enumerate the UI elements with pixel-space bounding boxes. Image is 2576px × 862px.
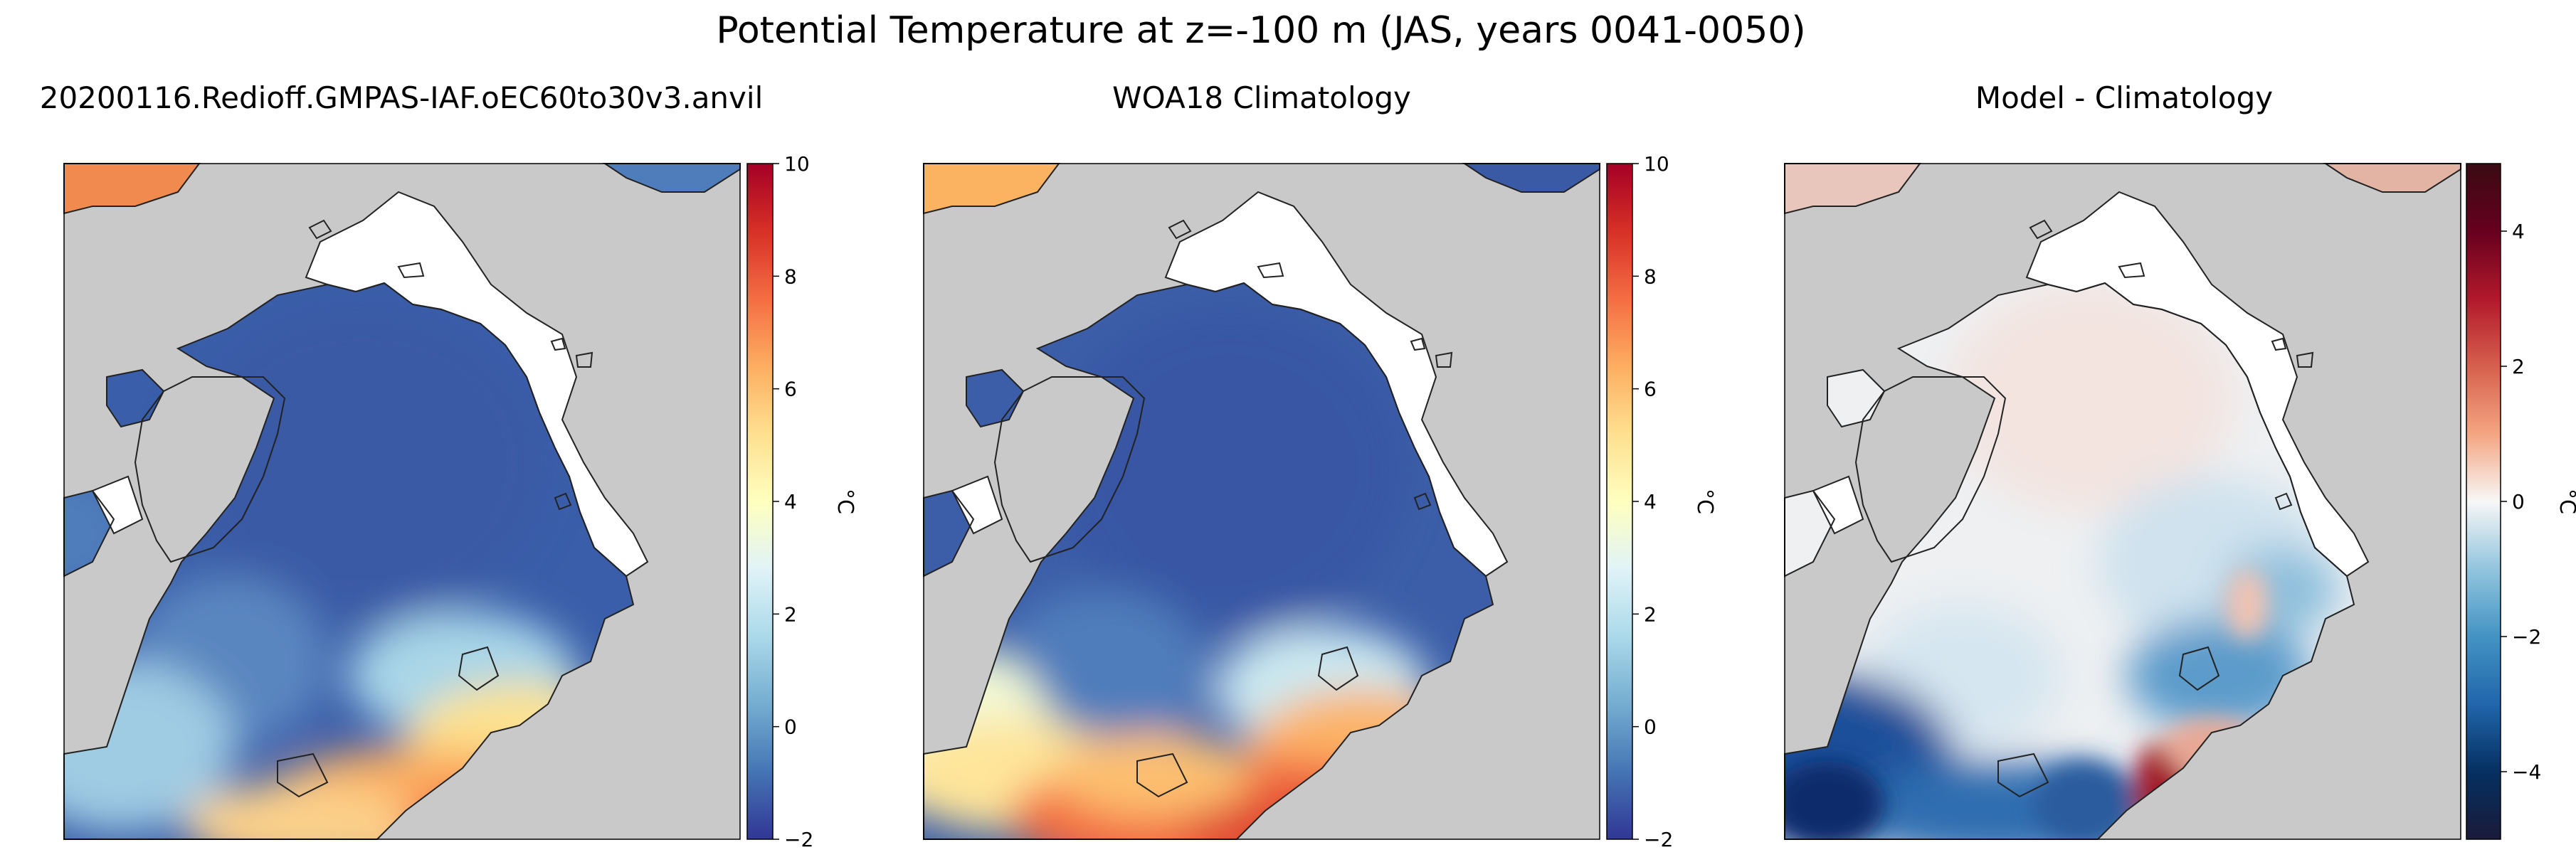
colorbar-1-bar (746, 163, 774, 840)
colorbar-3-bar (2466, 163, 2501, 840)
map-frame-2 (923, 163, 1600, 840)
colorbar-2-tick-label: −2 (1644, 828, 1673, 851)
colorbar-3: −4 −2 0 2 4 °C (2466, 163, 2576, 840)
colorbar-1-ticks: −2 0 2 4 6 8 10 (773, 152, 813, 851)
colorbar-1-tick-label: 0 (784, 715, 797, 739)
colorbar-1-label: °C (833, 489, 857, 514)
colorbar-3-tick-label: −2 (2512, 625, 2541, 649)
figure-title: Potential Temperature at z=-100 m (JAS, … (716, 9, 1805, 52)
colorbar-3-tick-label: 0 (2512, 490, 2525, 514)
map-frame-3 (1784, 163, 2461, 840)
colorbar-1-tick-label: −2 (784, 828, 813, 851)
colorbar-3-tick-label: 2 (2512, 355, 2525, 378)
colorbar-2-tick-label: 0 (1644, 715, 1657, 739)
panel-title-1: 20200116.Redioff.GMPAS-IAF.oEC60to30v3.a… (40, 80, 764, 115)
colorbar-2-tick-label: 2 (1644, 602, 1657, 626)
colorbar-2: −2 0 2 4 6 8 10 °C (1606, 152, 1717, 851)
map-panel-1 (0, 164, 740, 862)
colorbar-1-tick-label: 10 (784, 152, 810, 176)
colorbar-2-ticks: −2 0 2 4 6 8 10 (1632, 152, 1673, 851)
map-panel-2 (852, 164, 1600, 862)
colorbar-1-tick-label: 6 (784, 378, 797, 401)
colorbar-1-tick-label: 8 (784, 265, 797, 288)
colorbar-2-label: °C (1692, 489, 1717, 514)
colorbar-2-bar (1606, 163, 1633, 840)
map-frame-1 (63, 163, 741, 840)
colorbar-3-tick-label: −4 (2512, 760, 2541, 784)
colorbar-1: −2 0 2 4 6 8 10 °C (746, 152, 857, 851)
colorbar-1-tick-label: 2 (784, 602, 797, 626)
colorbar-3-label: °C (2555, 489, 2576, 514)
colorbar-3-ticks: −4 −2 0 2 4 (2501, 220, 2541, 784)
map-panel-3 (1714, 164, 2461, 861)
colorbar-2-tick-label: 6 (1644, 378, 1657, 401)
colorbar-3-tick-label: 4 (2512, 220, 2525, 243)
colorbar-2-tick-label: 8 (1644, 265, 1657, 288)
colorbar-2-tick-label: 4 (1644, 490, 1657, 514)
colorbar-2-tick-label: 10 (1644, 152, 1669, 176)
panel-title-3: Model - Climatology (1975, 80, 2273, 115)
panel-title-2: WOA18 Climatology (1112, 80, 1411, 115)
colorbar-1-tick-label: 4 (784, 490, 797, 514)
